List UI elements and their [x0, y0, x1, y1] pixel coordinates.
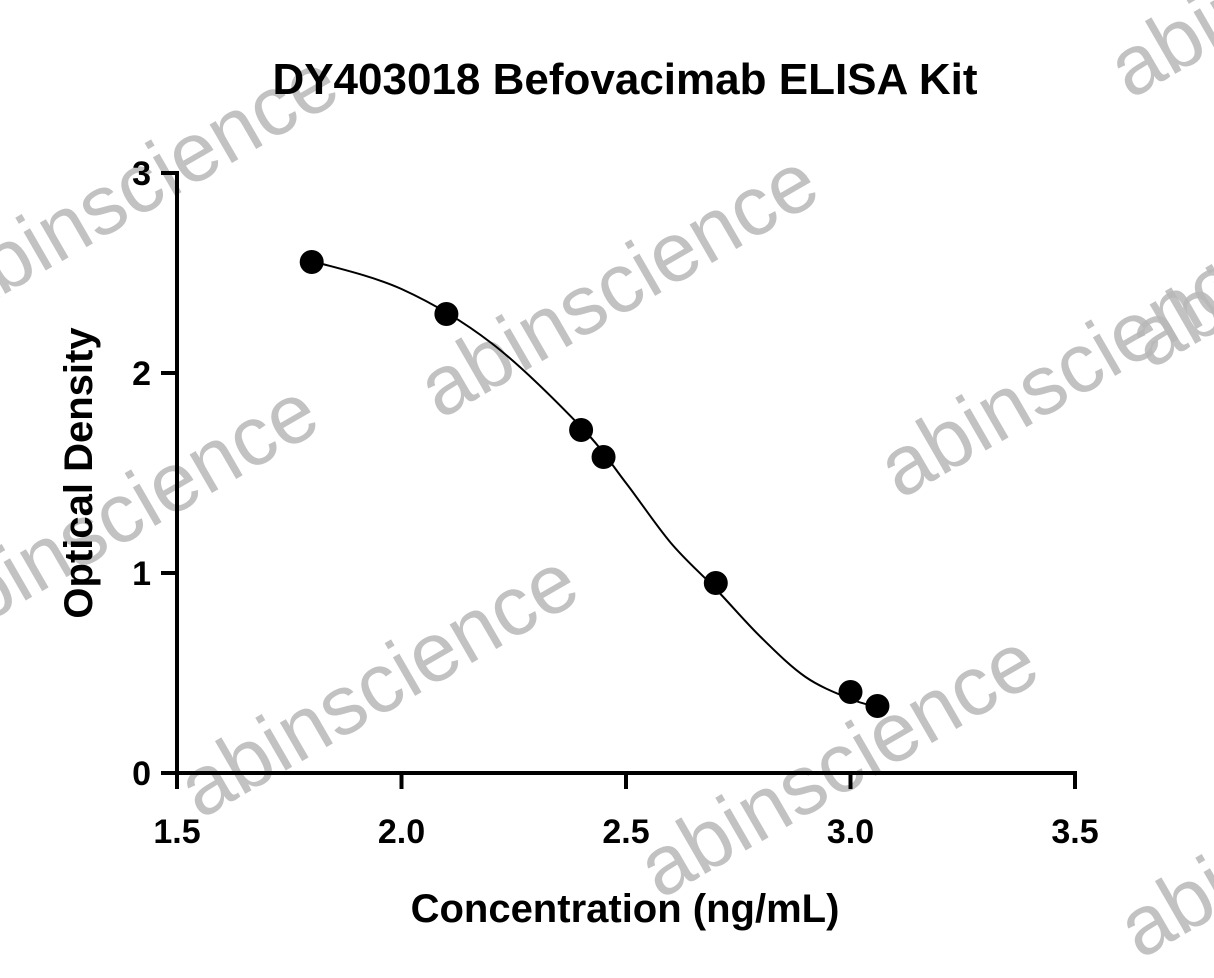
y-tick-label: 2: [132, 355, 151, 393]
watermark: abinscience: [622, 612, 1053, 915]
data-point: [434, 302, 459, 326]
watermark: abinscience: [1092, 0, 1214, 116]
data-point: [865, 694, 890, 718]
watermark: abinscience: [1102, 672, 1214, 975]
x-tick-label: 2.5: [602, 813, 649, 851]
x-tick-label: 2.0: [378, 813, 425, 851]
data-point: [703, 571, 728, 595]
y-tick-label: 3: [132, 155, 151, 193]
y-tick-label: 1: [132, 555, 151, 593]
x-tick-label: 3.0: [827, 813, 874, 851]
data-point: [838, 680, 863, 704]
x-tick-label: 1.5: [153, 813, 200, 851]
watermark: abinscience: [162, 532, 593, 835]
watermark: abinscience: [402, 132, 833, 435]
y-axis-label: Optical Density: [57, 327, 101, 619]
watermark: abinscience: [0, 362, 333, 665]
data-point: [569, 418, 594, 442]
y-tick-label: 0: [132, 755, 151, 793]
data-point: [299, 250, 324, 274]
x-tick-label: 3.5: [1051, 813, 1098, 851]
chart-title: DY403018 Befovacimab ELISA Kit: [272, 55, 977, 104]
data-point: [591, 445, 616, 469]
x-axis-label: Concentration (ng/mL): [411, 887, 840, 931]
